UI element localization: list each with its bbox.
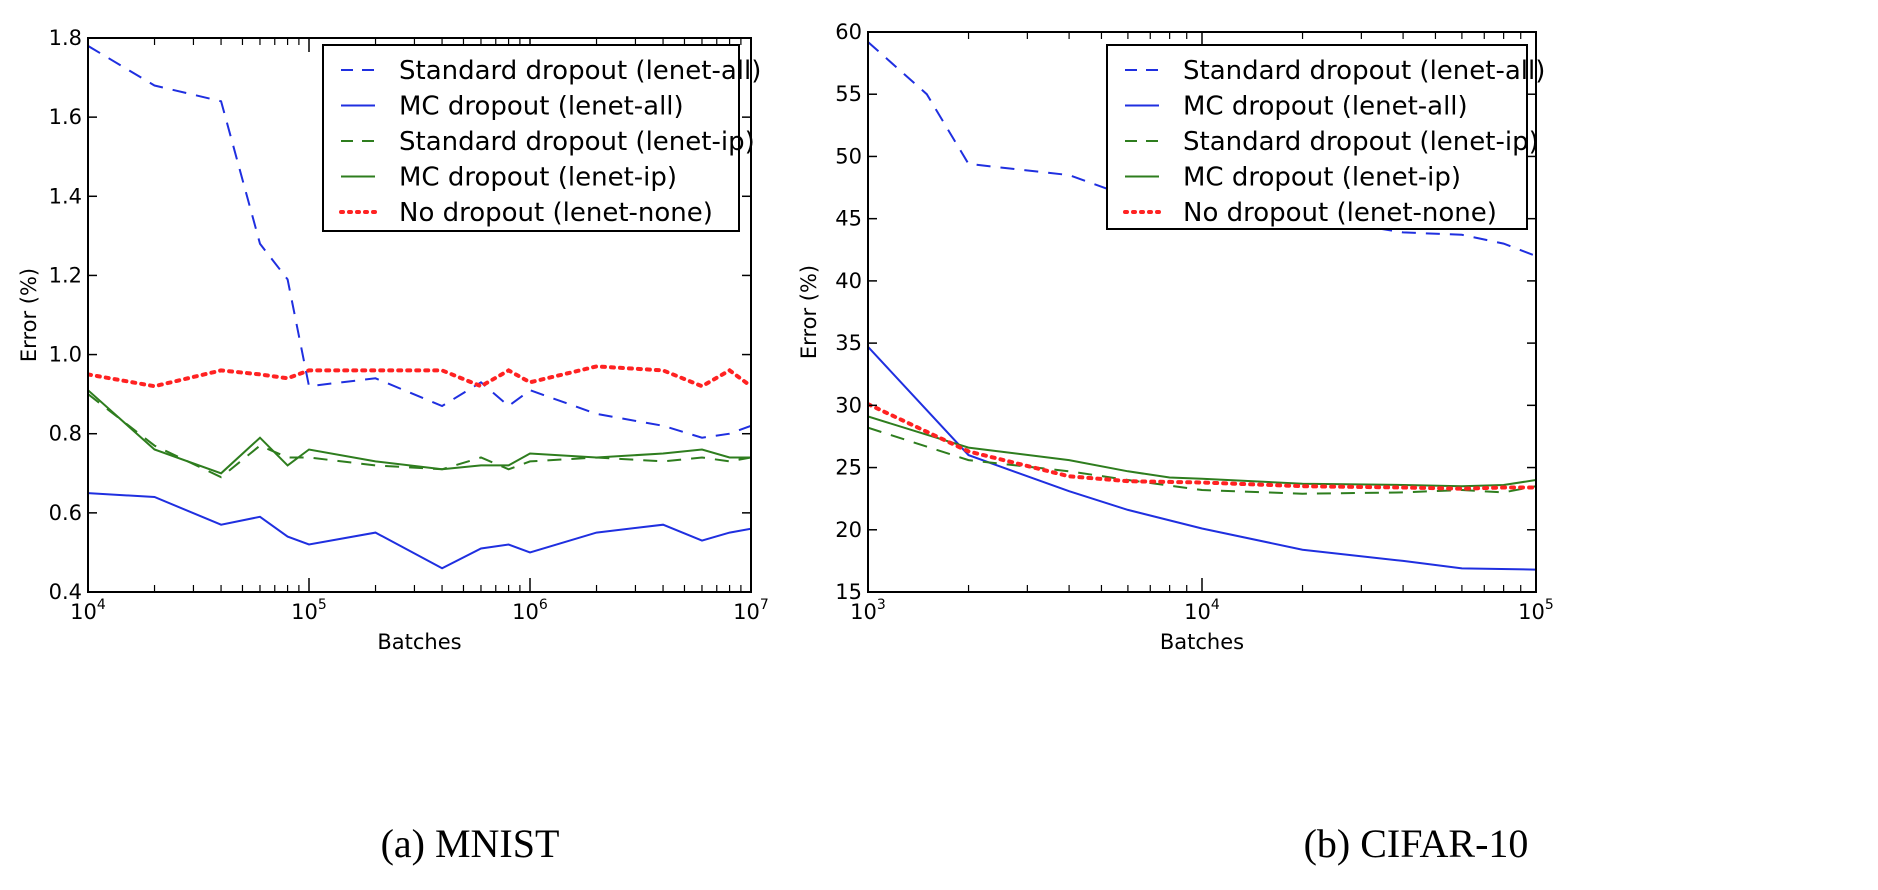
y-tick-label: 55 bbox=[835, 82, 862, 106]
y-tick-label: 1.2 bbox=[49, 263, 82, 287]
legend-entry: MC dropout (lenet-all) bbox=[1183, 92, 1468, 122]
series-line-5 bbox=[88, 364, 751, 389]
legend-entry: MC dropout (lenet-ip) bbox=[399, 163, 677, 193]
legend-entry: MC dropout (lenet-ip) bbox=[1183, 163, 1461, 193]
y-tick-label: 45 bbox=[835, 207, 862, 231]
legend-entry: Standard dropout (lenet-all) bbox=[399, 56, 761, 86]
series-line-3 bbox=[88, 393, 751, 479]
legend-box bbox=[322, 44, 740, 232]
legend: Standard dropout (lenet-all) MC dropout (… bbox=[322, 44, 761, 232]
y-tick-label: 40 bbox=[835, 269, 862, 293]
legend-entry: No dropout (lenet-none) bbox=[1183, 198, 1497, 228]
x-axis-label: Batches bbox=[377, 630, 461, 654]
y-tick-label: 30 bbox=[835, 393, 862, 417]
y-tick-label: 25 bbox=[835, 456, 862, 480]
caption-mnist: (a) MNIST bbox=[380, 821, 560, 866]
x-tick-label: 105 bbox=[1518, 597, 1554, 624]
series-line-4 bbox=[868, 415, 1536, 488]
x-axis-label: Batches bbox=[1160, 630, 1244, 654]
series-line-2 bbox=[868, 346, 1536, 571]
y-tick-label: 1.4 bbox=[49, 184, 82, 208]
series-line-3 bbox=[868, 426, 1536, 495]
x-tick-label: 104 bbox=[70, 597, 106, 624]
y-tick-label: 1.6 bbox=[49, 105, 82, 129]
y-axis-label: Error (%) bbox=[17, 268, 41, 362]
caption-cifar10: (b) CIFAR-10 bbox=[1303, 821, 1529, 866]
series-line-2 bbox=[88, 492, 751, 570]
chart-mnist: 0.4 0.6 0.8 1.0 1.2 1.4 1.6 1.8 104 105 106 107 Batc… bbox=[17, 26, 769, 654]
x-tick-label: 105 bbox=[291, 597, 327, 624]
legend-entry: No dropout (lenet-none) bbox=[399, 198, 713, 228]
legend-entry: Standard dropout (lenet-ip) bbox=[1183, 127, 1539, 157]
chart-cifar10: 15 20 25 30 35 40 45 50 55 60 103 104 105 Batches Erro… bbox=[797, 20, 1554, 654]
y-tick-label: 1.8 bbox=[49, 26, 82, 50]
x-tick-label: 107 bbox=[733, 597, 769, 624]
x-tick-label: 106 bbox=[512, 597, 548, 624]
y-tick-label: 0.4 bbox=[49, 580, 82, 604]
series-line-5 bbox=[868, 402, 1536, 491]
y-tick-label: 0.6 bbox=[49, 501, 82, 525]
legend-entry: Standard dropout (lenet-ip) bbox=[399, 127, 755, 157]
y-tick-label: 60 bbox=[835, 20, 862, 44]
series-line-1 bbox=[868, 41, 1536, 257]
legend-entry: MC dropout (lenet-all) bbox=[399, 92, 684, 122]
legend: Standard dropout (lenet-all) MC dropout (… bbox=[1106, 44, 1545, 230]
y-tick-label: 35 bbox=[835, 331, 862, 355]
x-tick-label: 103 bbox=[850, 597, 886, 624]
x-tick-label: 104 bbox=[1184, 597, 1220, 624]
legend-entry: Standard dropout (lenet-all) bbox=[1183, 56, 1545, 86]
y-axis-label: Error (%) bbox=[797, 265, 821, 359]
series-line-1 bbox=[88, 45, 751, 439]
y-tick-label: 20 bbox=[835, 518, 862, 542]
plot-frame bbox=[87, 37, 752, 593]
y-tick-label: 50 bbox=[835, 144, 862, 168]
y-tick-label: 0.8 bbox=[49, 422, 82, 446]
y-tick-label: 15 bbox=[835, 580, 862, 604]
y-tick-label: 1.0 bbox=[49, 343, 82, 367]
series-line-4 bbox=[88, 389, 751, 475]
legend-box bbox=[1106, 44, 1528, 230]
